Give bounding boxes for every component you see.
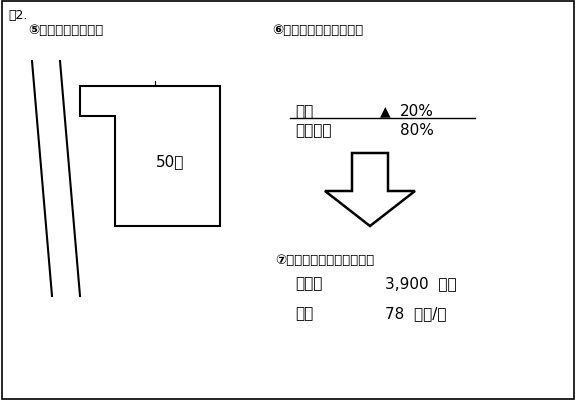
Text: 50坪: 50坪: [156, 154, 184, 169]
Text: ⑥＜対象不動産の補正＞: ⑥＜対象不動産の補正＞: [272, 24, 363, 37]
Text: 形状: 形状: [295, 104, 313, 119]
Text: 個別格差: 個別格差: [295, 123, 332, 138]
Text: ⑤＜対象の不動産＞: ⑤＜対象の不動産＞: [28, 24, 103, 37]
Text: 20%: 20%: [400, 104, 434, 119]
Text: 単価: 単価: [295, 305, 313, 320]
Text: ▲: ▲: [380, 104, 391, 118]
Text: 査定額: 査定額: [295, 275, 323, 290]
Text: 3,900  万円: 3,900 万円: [385, 275, 457, 290]
Text: 図2.: 図2.: [8, 9, 28, 22]
Text: 80%: 80%: [400, 123, 434, 138]
Text: 78  万円/坪: 78 万円/坪: [385, 305, 446, 320]
Text: ⑦＜対象不動産の査定額＞: ⑦＜対象不動産の査定額＞: [275, 253, 374, 266]
